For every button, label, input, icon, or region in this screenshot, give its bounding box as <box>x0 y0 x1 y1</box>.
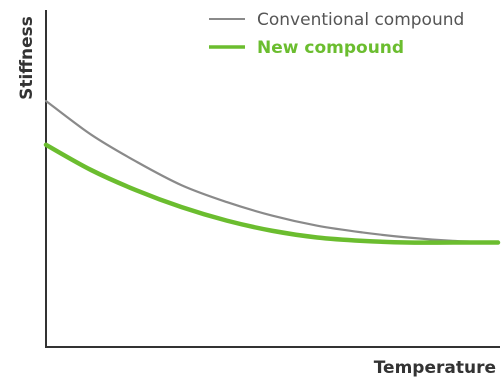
series-line-conventional-compound <box>44 99 500 244</box>
legend: Conventional compound New compound <box>209 10 464 58</box>
legend-label-new-compound: New compound <box>257 38 404 58</box>
series-line-new-compound <box>43 142 501 245</box>
legend-label-conventional-compound: Conventional compound <box>257 10 464 30</box>
series-layer <box>43 99 501 245</box>
y-axis-title: Stiffness <box>17 16 37 100</box>
x-axis-title: Temperature <box>374 358 496 378</box>
